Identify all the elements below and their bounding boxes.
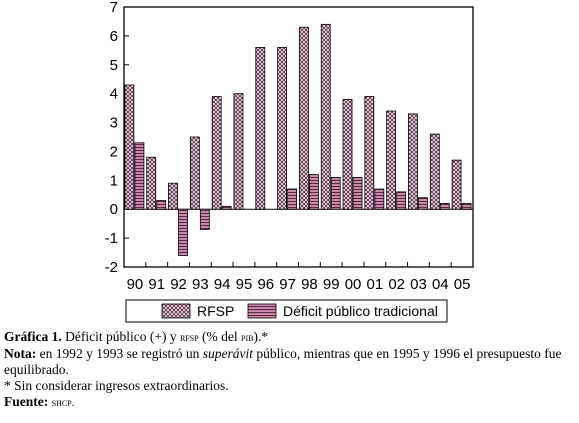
bar-deficit-tradicional-98 [309, 174, 319, 210]
x-tick-label: 05 [454, 276, 471, 293]
bar-rfsp-92 [168, 182, 178, 210]
bar-rfsp-99 [320, 23, 331, 210]
legend-label-deficit: Déficit público tradicional [283, 303, 438, 319]
x-tick-label: 98 [301, 276, 318, 293]
x-tick-label: 01 [367, 276, 384, 293]
bar-deficit-tradicional-93 [199, 208, 210, 230]
bar-rfsp-94 [211, 96, 222, 210]
x-tick-label: 94 [214, 276, 231, 293]
x-tick-label: 00 [345, 276, 362, 293]
caption-note-superavit: superávit [202, 346, 253, 361]
bar-rfsp-91 [146, 156, 157, 210]
y-tick-label: 6 [110, 28, 118, 45]
bar-deficit-tradicional-04 [439, 203, 450, 210]
bar-deficit-tradicional-92 [178, 208, 188, 256]
caption-note-text-a: en 1992 y 1993 se registró un [36, 346, 203, 361]
caption-note-text-b: público, mientras que en 1995 y 1996 el … [4, 346, 562, 377]
legend-label-rfsp: RFSP [197, 303, 234, 319]
x-tick-label: 90 [127, 276, 144, 293]
bar-rfsp-98 [299, 26, 309, 210]
bar-deficit-tradicional-94 [221, 205, 232, 210]
x-tick-label: 96 [257, 276, 274, 293]
bar-deficit-tradicional-02 [396, 191, 407, 210]
y-tick-label: -1 [105, 230, 118, 247]
caption-source-value: shcp. [51, 397, 75, 409]
bar-chart: 7 6 5 4 3 2 1 0 -1 -2 90 91 92 93 94 95 96 97 98 99 00 01 02 0… [105, 0, 474, 323]
bar-rfsp-04 [429, 133, 440, 210]
plot-area [123, 6, 474, 268]
bar-deficit-tradicional-90 [134, 142, 145, 210]
bar-deficit-tradicional-01 [374, 188, 385, 210]
caption-title-text-c: ).* [253, 329, 269, 344]
bar-rfsp-93 [189, 136, 200, 210]
bar-rfsp-05 [451, 159, 462, 210]
legend: RFSP Déficit público tradicional [125, 299, 448, 323]
bar-rfsp-01 [364, 96, 375, 210]
caption-title-label: Gráfica 1. [4, 329, 62, 344]
legend-box [125, 299, 448, 323]
bar-rfsp-96 [255, 47, 266, 210]
x-tick-label: 99 [323, 276, 340, 293]
y-tick-label: -2 [105, 259, 118, 276]
x-tick-label: 93 [192, 276, 209, 293]
figure-caption: Gráfica 1. Déficit público (+) y rfsp (%… [4, 329, 576, 411]
x-tick-label: 02 [388, 276, 405, 293]
x-tick-label: 04 [432, 276, 449, 293]
x-tick-label: 95 [236, 276, 253, 293]
bar-rfsp-95 [233, 93, 244, 210]
bar-rfsp-90 [124, 84, 135, 210]
caption-title-pib: pib [241, 332, 254, 344]
legend-swatch-deficit [247, 303, 277, 319]
legend-swatch-rfsp [161, 303, 191, 319]
caption-title-text-a: Déficit público (+) y [61, 329, 180, 344]
bar-deficit-tradicional-97 [287, 188, 297, 210]
y-tick-label: 3 [110, 115, 118, 132]
x-tick-label: 91 [148, 276, 165, 293]
caption-asterisk-note: * Sin considerar ingresos extraordinario… [4, 378, 229, 393]
caption-title: Gráfica 1. Déficit público (+) y rfsp (%… [4, 329, 576, 346]
x-tick-label: 92 [170, 276, 187, 293]
caption-note-label: Nota: [4, 346, 37, 361]
y-tick-label: 7 [110, 0, 118, 16]
y-tick-label: 1 [110, 172, 118, 189]
bar-deficit-tradicional-03 [418, 197, 428, 210]
y-tick-label: 2 [110, 143, 118, 160]
caption-note: Nota: en 1992 y 1993 se registró un supe… [4, 346, 576, 378]
caption-title-text-b: (% del [198, 329, 241, 344]
x-tick-label: 03 [410, 276, 427, 293]
caption-source-label: Fuente: [4, 394, 49, 409]
bar-deficit-tradicional-00 [352, 177, 363, 210]
bar-rfsp-02 [386, 110, 397, 210]
bar-deficit-tradicional-99 [330, 177, 341, 210]
caption-title-rfsp: rfsp [179, 332, 199, 344]
y-tick-label: 0 [110, 201, 118, 218]
caption-source: Fuente: shcp. [4, 394, 576, 411]
bar-deficit-tradicional-05 [461, 203, 472, 210]
bar-rfsp-00 [342, 99, 353, 210]
x-tick-label: 97 [279, 276, 296, 293]
bar-rfsp-97 [277, 47, 287, 210]
y-tick-label: 4 [110, 86, 118, 103]
bar-rfsp-03 [408, 113, 418, 210]
y-tick-label: 5 [110, 57, 118, 74]
bar-deficit-tradicional-91 [156, 200, 167, 210]
